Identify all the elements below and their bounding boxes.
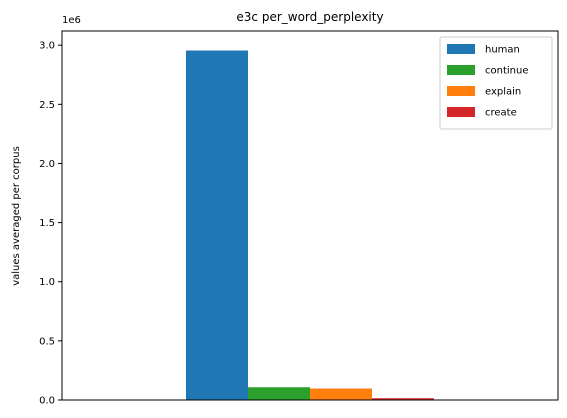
bar-create [372,398,434,400]
y-tick-label: 2.5 [39,100,55,111]
y-tick-label: 2.0 [39,159,55,170]
legend-box [439,36,553,130]
legend-label-human: human [485,45,520,56]
bar-continue [248,387,310,400]
bar-explain [310,388,372,400]
y-tick-label: 1.5 [39,218,55,229]
legend-swatch-human [447,44,475,54]
y-tick-label: 3.0 [39,41,55,52]
legend-label-continue: continue [485,66,528,77]
legend-swatch-explain [447,86,475,96]
chart-title: e3c per_word_perplexity [236,10,383,24]
legend-swatch-create [447,107,475,117]
y-tick-label: 0.0 [39,396,55,407]
y-tick-label: 1.0 [39,277,55,288]
plot-frame [61,30,559,401]
bars-group [186,50,434,400]
legend-label-explain: explain [485,87,521,98]
y-offset-label: 1e6 [62,15,81,26]
y-tick-label: 0.5 [39,336,55,347]
legend: human continue explain create [439,36,553,130]
y-axis-label: values averaged per corpus [11,146,22,286]
bar-human [186,50,248,400]
legend-label-create: create [485,108,517,119]
legend-swatch-continue [447,65,475,75]
y-ticks-group: 0.0 0.5 1.0 1.5 2.0 2.5 3.0 [39,41,62,407]
